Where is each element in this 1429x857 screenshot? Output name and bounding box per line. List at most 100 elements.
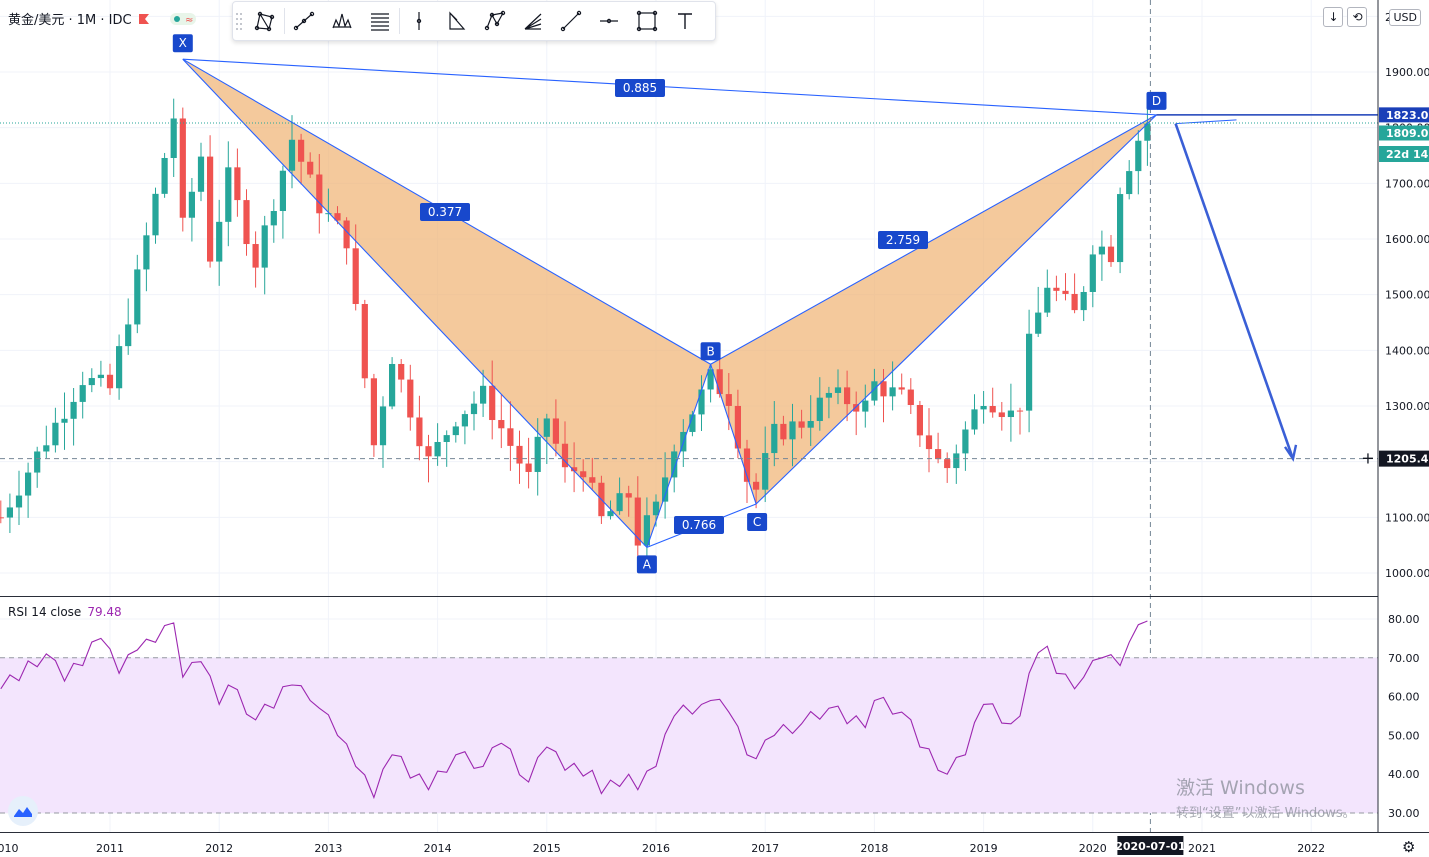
currency-button[interactable]: USD [1389, 8, 1421, 26]
candle-body [452, 426, 459, 436]
rsi-label: RSI 14 close [8, 605, 82, 619]
price-tick: 1300.00 [1385, 400, 1429, 413]
candle [15, 470, 23, 525]
crosshair-date-box [1117, 836, 1184, 855]
last-price-badge: 1809.06 [1379, 125, 1429, 141]
point-label-text: B [706, 344, 714, 358]
candle [853, 391, 860, 436]
candle [616, 477, 623, 515]
candle [889, 361, 896, 411]
candle [807, 395, 814, 446]
candle [1144, 107, 1151, 166]
candle-body [571, 467, 578, 472]
candle [179, 107, 186, 232]
time-tick: 2017 [751, 842, 779, 855]
rectangle-icon[interactable] [628, 2, 666, 40]
red-flag-icon[interactable] [138, 13, 150, 25]
candle [561, 421, 569, 483]
candle [698, 375, 705, 432]
candle [571, 442, 578, 493]
head-shoulders-icon[interactable] [323, 2, 361, 40]
price-tick: 2 [1385, 11, 1392, 24]
candle-body [643, 515, 650, 546]
candle-body [461, 414, 468, 427]
triangle-icon[interactable] [438, 2, 476, 40]
candle [662, 452, 669, 519]
candle [316, 154, 323, 234]
time-tick: 2012 [205, 842, 233, 855]
candle-body [125, 324, 132, 347]
rsi-tick: 60.00 [1388, 691, 1420, 704]
price-tick: 1700.00 [1385, 177, 1429, 190]
tradingview-logo-icon[interactable] [8, 796, 38, 826]
projection-arrow-head [1284, 444, 1298, 462]
candle [944, 452, 951, 483]
candle-body [552, 418, 559, 444]
rsi-band [0, 657, 1378, 813]
candle [643, 497, 650, 559]
point-label-c: C [747, 512, 768, 531]
candle [307, 152, 314, 178]
candle-body [516, 445, 523, 464]
fib-fan-icon[interactable] [514, 2, 552, 40]
pattern-xabcd-icon[interactable] [246, 2, 284, 40]
candle [962, 421, 969, 471]
candle [234, 148, 241, 217]
point-label-b: B [700, 342, 721, 361]
candle-body [962, 429, 969, 454]
time-tick: 2011 [96, 842, 124, 855]
candle-body [498, 420, 505, 429]
ratio-label: 0.377 [420, 203, 470, 221]
price-tick: 1900.00 [1385, 66, 1429, 79]
candle-body [207, 156, 214, 262]
fib-lines-icon[interactable] [361, 2, 399, 40]
candle-body [971, 409, 978, 430]
point-label-d: D [1146, 91, 1167, 110]
candle [279, 165, 286, 239]
candle-body [771, 423, 778, 454]
candle [389, 357, 396, 410]
reset-button[interactable]: ⟲ [1347, 7, 1368, 27]
settings-gear-icon[interactable]: ⚙ [1402, 838, 1416, 856]
trend-line-icon[interactable] [552, 2, 590, 40]
scroll-down-button[interactable]: ↓ [1323, 7, 1344, 27]
candle-body [816, 397, 823, 422]
path-icon[interactable] [285, 2, 323, 40]
text-icon[interactable] [666, 2, 704, 40]
abcd-icon[interactable] [476, 2, 514, 40]
candle-body [97, 374, 104, 379]
price-tick: 1500.00 [1385, 289, 1429, 302]
crosshair-price-badge-box [1379, 450, 1429, 467]
candle-body [389, 363, 396, 407]
point-label-text: X [179, 36, 187, 50]
line-xd [182, 58, 1157, 116]
candle-body [689, 414, 696, 432]
rsi-tick: 70.00 [1388, 652, 1420, 665]
price-axis-background [1378, 0, 1429, 857]
candle [862, 384, 869, 428]
watermark-line1: 激活 Windows [1176, 777, 1305, 799]
candle [116, 334, 123, 400]
candle [907, 378, 914, 415]
candle-body [753, 481, 760, 490]
candle [1016, 407, 1024, 435]
drag-handle-icon[interactable] [236, 10, 246, 32]
candle [580, 459, 587, 492]
vertical-line-icon[interactable] [400, 2, 438, 40]
rsi-tick: 30.00 [1388, 807, 1420, 820]
candle [106, 363, 114, 395]
ratio-label-box [420, 203, 470, 221]
ratio-label: 0.766 [674, 516, 724, 534]
candle [216, 199, 223, 286]
candle-body [15, 495, 23, 508]
candle [762, 426, 769, 503]
candle [352, 224, 359, 311]
candle [880, 369, 887, 423]
candle-body [116, 346, 123, 389]
candle-body [225, 167, 232, 222]
horizontal-line-icon[interactable] [590, 2, 628, 40]
candle-body [907, 389, 914, 406]
candle-body [407, 379, 414, 418]
candle [534, 418, 541, 496]
